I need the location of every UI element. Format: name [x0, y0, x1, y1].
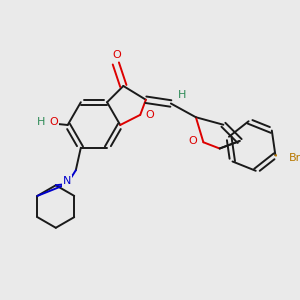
Text: O: O [113, 50, 122, 60]
Text: Br: Br [289, 153, 300, 163]
Text: N: N [63, 176, 71, 186]
Text: H: H [37, 118, 45, 128]
Text: H: H [178, 90, 186, 100]
Text: O: O [49, 118, 58, 128]
Text: O: O [146, 110, 154, 120]
Text: O: O [188, 136, 197, 146]
